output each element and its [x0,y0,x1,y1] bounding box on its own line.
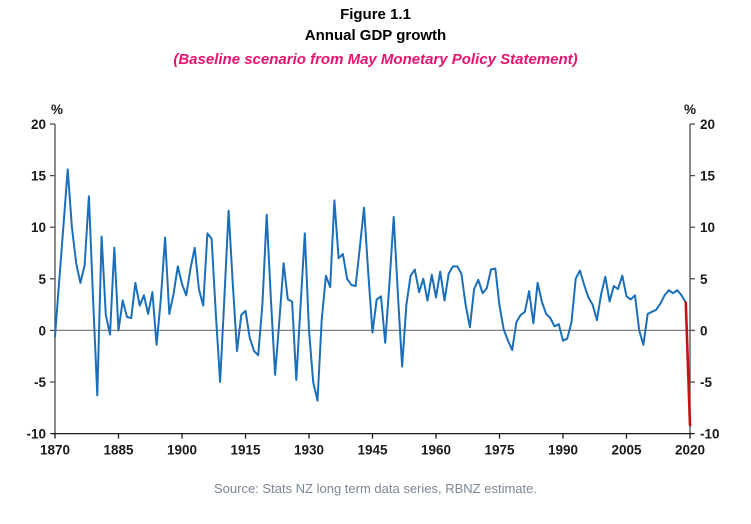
series-layer [54,168,692,427]
x-tick-label: 1930 [294,443,324,458]
x-tick-label: 1900 [167,443,197,458]
y-tick-label-left: 10 [31,220,46,235]
x-tick-label: 1975 [484,443,515,458]
y-tick-label-left: 15 [31,169,47,184]
figure-title: Annual GDP growth [304,27,447,44]
y-tick-label-left: 20 [31,117,46,132]
x-tick-label: 2005 [611,443,642,458]
y-tick-label-left: 5 [38,272,46,287]
y-axis-unit-right: % [684,102,696,117]
gdp-line-estimate [684,301,692,427]
figure-subtitle: (Baseline scenario from May Monetary Pol… [173,51,578,68]
y-tick-label-right: 5 [700,272,708,287]
gdp-line-historical [54,168,687,402]
y-tick-label-right: -5 [700,375,712,390]
y-tick-label-right: 0 [700,323,708,338]
y-tick-label-left: 0 [38,323,46,338]
y-axis-unit-left: % [51,102,63,117]
x-tick-label: 1915 [230,443,261,458]
x-tick-label: 1885 [103,443,134,458]
y-tick-label-right: -10 [700,427,720,442]
x-tick-label: 1990 [548,443,578,458]
x-tick-label: 2020 [675,443,705,458]
x-tick-label: 1945 [357,443,388,458]
x-tick-label: 1960 [421,443,451,458]
x-tick-label: 1870 [40,443,70,458]
y-tick-label-right: 10 [700,220,715,235]
figure-number: Figure 1.1 [340,6,411,23]
y-tick-label-left: -10 [26,427,46,442]
y-tick-label-left: -5 [34,375,46,390]
y-tick-label-right: 15 [700,169,716,184]
source-note: Source: Stats NZ long term data series, … [214,481,537,496]
y-tick-label-right: 20 [700,117,715,132]
